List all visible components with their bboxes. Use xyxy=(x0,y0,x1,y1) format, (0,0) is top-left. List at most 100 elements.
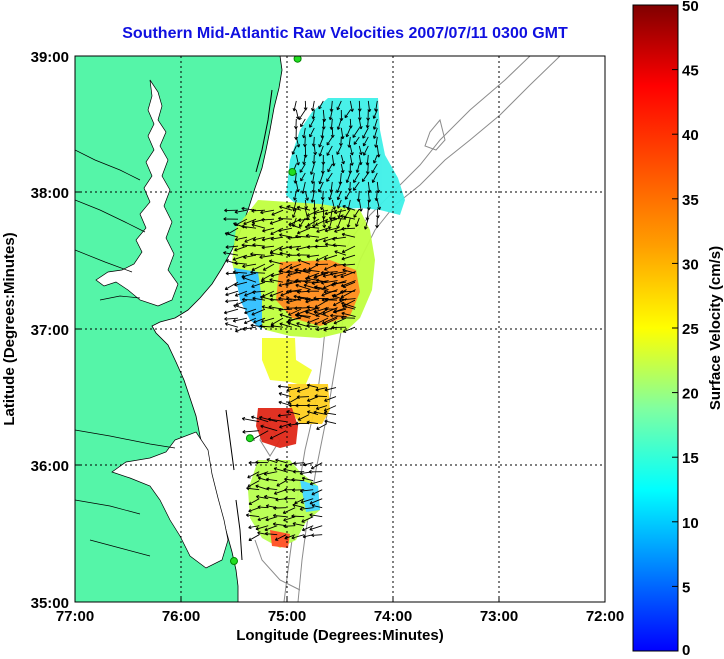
velocity-arrow xyxy=(288,245,302,250)
velocity-arrow xyxy=(365,118,370,129)
velocity-arrow xyxy=(289,263,302,270)
velocity-arrow xyxy=(320,270,338,275)
pamlico-sound xyxy=(111,431,229,569)
x-tick-label: 75:00 xyxy=(268,608,306,625)
velocity-arrow xyxy=(297,258,311,265)
velocity-arrow xyxy=(270,272,284,278)
velocity-arrow xyxy=(295,154,300,166)
y-tick-labels: 39:00 38:00 37:00 36:00 35:00 xyxy=(31,49,69,612)
velocity-arrow xyxy=(358,118,363,130)
velocity-arrow xyxy=(305,276,320,282)
velocity-arrow xyxy=(291,208,297,218)
velocity-arrow xyxy=(224,232,239,238)
velocity-arrow xyxy=(252,290,266,295)
velocity-arrow xyxy=(309,480,323,486)
velocity-arrow xyxy=(252,296,266,301)
velocity-arrow xyxy=(323,236,338,243)
velocity-arrow xyxy=(321,316,338,325)
velocity-arrow xyxy=(353,136,360,145)
velocity-arrow xyxy=(324,209,338,216)
velocity-arrow xyxy=(341,232,356,238)
velocity-arrow xyxy=(293,294,311,300)
velocity-arrow xyxy=(298,109,306,121)
velocity-arrow xyxy=(233,304,248,310)
velocity-arrow xyxy=(353,208,360,218)
velocity-arrow xyxy=(300,498,314,504)
velocity-arrow xyxy=(292,199,297,212)
velocity-arrow xyxy=(266,486,278,491)
velocity-arrow xyxy=(310,190,315,203)
velocity-arrow xyxy=(355,163,360,173)
velocity-arrow xyxy=(344,190,351,200)
velocity-arrow xyxy=(372,154,378,164)
velocity-arrow xyxy=(223,217,239,221)
velocity-arrow xyxy=(295,403,310,408)
velocity-arrow xyxy=(362,127,369,139)
velocity-arrow xyxy=(297,218,311,223)
velocity-arrow xyxy=(309,498,323,505)
velocity-arrow xyxy=(306,410,319,416)
velocity-arrow xyxy=(344,109,351,119)
velocity-arrow xyxy=(297,414,310,421)
velocity-arrow xyxy=(260,209,275,215)
velocity-arrow xyxy=(279,313,293,319)
velocity-arrow xyxy=(301,525,314,532)
velocity-arrow xyxy=(270,227,284,236)
velocity-arrow xyxy=(241,416,260,423)
x-tick-label: 72:00 xyxy=(586,608,624,625)
velocity-arrow xyxy=(304,225,320,229)
velocity-arrow xyxy=(314,317,329,326)
y-tick-label: 39:00 xyxy=(31,49,69,66)
velocity-arrow xyxy=(261,245,275,250)
velocity-arrow xyxy=(223,308,239,315)
velocity-arrow xyxy=(243,218,257,226)
velocity-arrow xyxy=(311,136,316,147)
velocity-arrow xyxy=(278,296,293,301)
velocity-arrow xyxy=(291,477,305,482)
velocity-arrow xyxy=(321,289,338,297)
velocity-arrow xyxy=(362,136,369,147)
velocity-arrow xyxy=(340,154,345,165)
velocity-arrow xyxy=(321,297,338,302)
velocity-arrow xyxy=(252,236,266,242)
velocity-arrow xyxy=(322,307,338,315)
velocity-arrow xyxy=(312,217,316,228)
velocity-arrow xyxy=(305,298,320,304)
river-tributary xyxy=(75,149,146,301)
velocity-arrow xyxy=(336,118,342,130)
velocity-arrow xyxy=(272,522,287,527)
velocity-arrow xyxy=(292,100,297,112)
velocity-arrow xyxy=(306,383,319,389)
velocity-arrow xyxy=(278,307,293,312)
velocity-arrow xyxy=(324,396,337,402)
grid-lines xyxy=(75,56,605,602)
velocity-arrow xyxy=(358,145,363,156)
velocity-arrow xyxy=(271,209,284,216)
velocity-arrow xyxy=(260,424,278,432)
velocity-arrow xyxy=(277,413,292,418)
velocity-arrow xyxy=(294,306,311,311)
velocity-arrow xyxy=(284,534,296,540)
velocity-arrow xyxy=(329,271,347,276)
velocity-arrow xyxy=(250,415,269,423)
velocity-arrow xyxy=(371,163,378,174)
velocity-arrow xyxy=(340,280,356,288)
velocity-arrow xyxy=(341,226,356,231)
velocity-arrow xyxy=(340,163,345,174)
velocity-arrow xyxy=(376,199,381,211)
velocity-arrow xyxy=(361,172,369,183)
velocity-arrow xyxy=(234,281,248,287)
radar-station-marker xyxy=(293,56,302,63)
velocity-arrow xyxy=(324,387,337,392)
velocity-arrow xyxy=(294,313,311,318)
velocity-arrow xyxy=(375,217,379,229)
velocity-arrow xyxy=(244,308,257,315)
velocity-arrow xyxy=(265,477,278,482)
velocity-arrow xyxy=(273,467,287,473)
velocity-arrow xyxy=(269,290,284,298)
velocity-arrow xyxy=(320,190,325,201)
velocity-arrow xyxy=(333,209,347,215)
velocity-arrow xyxy=(306,323,320,328)
velocity-arrow xyxy=(318,100,324,110)
velocity-arrow xyxy=(336,145,342,155)
